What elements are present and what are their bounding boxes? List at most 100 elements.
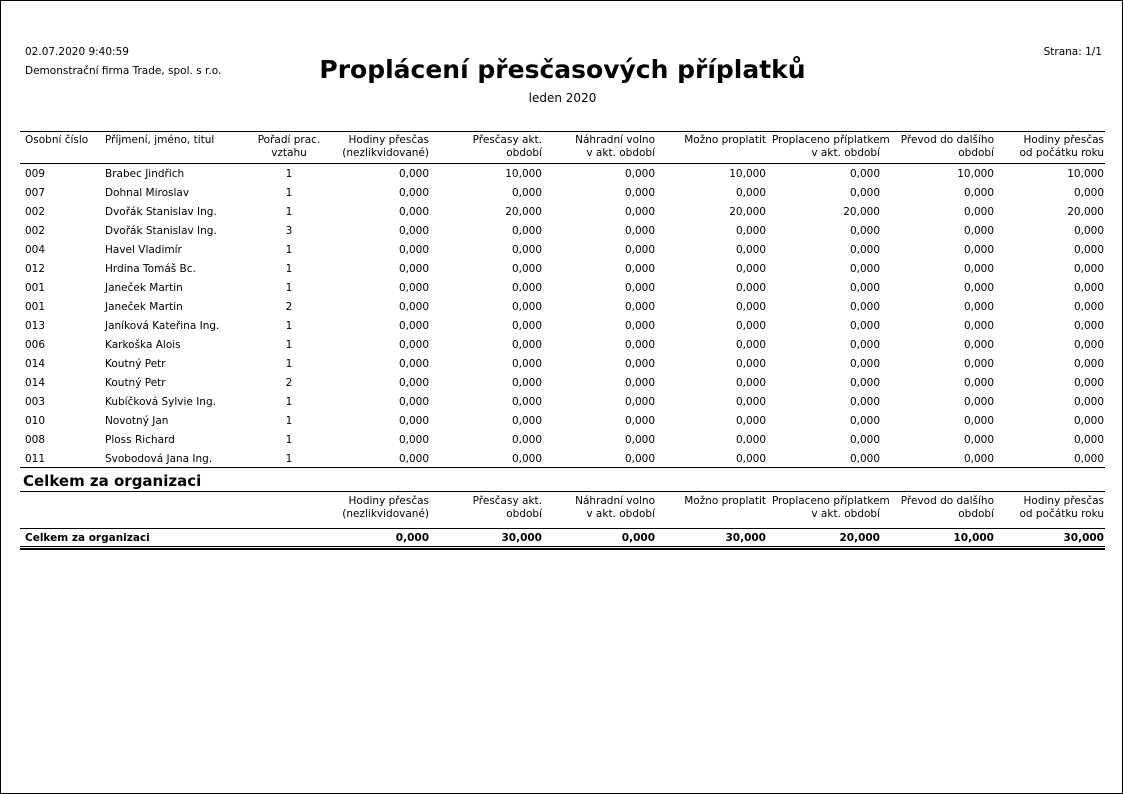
divider [20, 467, 1105, 468]
table-cell: 0,000 [963, 282, 994, 294]
total-value: 10,000 [953, 532, 994, 544]
table-cell: 0,000 [849, 339, 880, 351]
table-cell: 0,000 [849, 282, 880, 294]
table-cell: 013 [25, 320, 46, 332]
table-cell: 0,000 [1073, 453, 1104, 465]
col-header-hours: Hodiny přesčas (nezlikvidované) [342, 134, 429, 159]
report-title: Proplácení přesčasových příplatků [319, 55, 806, 84]
table-cell: 0,000 [511, 244, 542, 256]
table-cell: 3 [285, 225, 293, 237]
table-cell: 010 [25, 415, 46, 427]
table-cell: 0,000 [511, 187, 542, 199]
table-cell: Hrdina Tomáš Bc. [105, 263, 196, 275]
table-cell: 0,000 [511, 396, 542, 408]
table-cell: 0,000 [398, 396, 429, 408]
col-header-payable: Možno proplatit [684, 495, 766, 507]
table-cell: 0,000 [624, 415, 655, 427]
print-datetime: 02.07.2020 9:40:59 [25, 46, 129, 58]
table-cell: 1 [285, 396, 293, 408]
table-cell: 0,000 [398, 168, 429, 180]
table-cell: 0,000 [624, 168, 655, 180]
table-cell: 001 [25, 282, 46, 294]
table-cell: Koutný Petr [105, 377, 166, 389]
table-cell: 0,000 [624, 206, 655, 218]
table-cell: 0,000 [624, 358, 655, 370]
table-cell: 0,000 [511, 263, 542, 275]
table-cell: 0,000 [963, 263, 994, 275]
table-cell: 0,000 [398, 339, 429, 351]
table-cell: 0,000 [735, 339, 766, 351]
table-cell: 0,000 [735, 358, 766, 370]
table-cell: Dvořák Stanislav Ing. [105, 206, 217, 218]
col-header-ytd: Hodiny přesčas od počátku roku [1019, 495, 1104, 520]
table-cell: 0,000 [963, 377, 994, 389]
table-row: 001 Janeček Martin 1 0,000 0,000 0,000 0,000 0,… [1, 282, 1122, 296]
table-cell: 0,000 [1073, 396, 1104, 408]
table-cell: 0,000 [624, 377, 655, 389]
table-cell: Janeček Martin [105, 301, 183, 313]
page-number: Strana: 1/1 [1043, 46, 1102, 58]
table-cell: 0,000 [1073, 320, 1104, 332]
col-header-id: Osobní číslo [25, 134, 89, 146]
table-cell: 0,000 [963, 225, 994, 237]
col-header-payable: Možno proplatit [684, 134, 766, 146]
table-cell: 0,000 [624, 187, 655, 199]
table-cell: Karkoška Alois [105, 339, 181, 351]
table-cell: 0,000 [735, 225, 766, 237]
table-cell: 0,000 [624, 339, 655, 351]
table-cell: 003 [25, 396, 46, 408]
table-row: 001 Janeček Martin 2 0,000 0,000 0,000 0,000 0,… [1, 301, 1122, 315]
total-value: 30,000 [1063, 532, 1104, 544]
table-row: 006 Karkoška Alois 1 0,000 0,000 0,000 0,000 0,… [1, 339, 1122, 353]
table-cell: Novotný Jan [105, 415, 169, 427]
table-cell: 0,000 [963, 434, 994, 446]
table-cell: Dohnal Miroslav [105, 187, 190, 199]
table-row: 010 Novotný Jan 1 0,000 0,000 0,000 0,000 0,000… [1, 415, 1122, 429]
table-cell: 10,000 [729, 168, 766, 180]
col-header-transfer: Převod do dalšího období [900, 495, 994, 520]
table-row: 004 Havel Vladimír 1 0,000 0,000 0,000 0,000 0,… [1, 244, 1122, 258]
table-cell: 0,000 [849, 453, 880, 465]
col-header-transfer: Převod do dalšího období [900, 134, 994, 159]
table-cell: 0,000 [1073, 187, 1104, 199]
table-cell: 0,000 [1073, 301, 1104, 313]
table-row: 002 Dvořák Stanislav Ing. 1 0,000 20,000 0,00… [1, 206, 1122, 220]
table-cell: 0,000 [849, 187, 880, 199]
table-cell: 011 [25, 453, 46, 465]
table-cell: 1 [285, 244, 293, 256]
table-cell: 2 [285, 377, 293, 389]
table-cell: 014 [25, 377, 46, 389]
table-cell: 0,000 [511, 320, 542, 332]
table-cell: 1 [285, 282, 293, 294]
table-cell: 1 [285, 168, 293, 180]
table-cell: 0,000 [735, 282, 766, 294]
table-cell: 0,000 [1073, 282, 1104, 294]
table-row: 008 Ploss Richard 1 0,000 0,000 0,000 0,000 0,0… [1, 434, 1122, 448]
table-cell: 0,000 [624, 301, 655, 313]
table-cell: 0,000 [1073, 358, 1104, 370]
table-cell: 0,000 [963, 320, 994, 332]
summary-label: Celkem za organizaci [25, 532, 150, 544]
table-cell: 0,000 [398, 263, 429, 275]
table-cell: 20,000 [729, 206, 766, 218]
table-cell: 0,000 [624, 320, 655, 332]
table-cell: 0,000 [624, 282, 655, 294]
col-header-order: Pořadí prac. vztahu [257, 134, 321, 159]
table-cell: 0,000 [849, 434, 880, 446]
col-header-paid: Proplaceno příplatkem v akt. období [772, 495, 890, 520]
table-cell: 2 [285, 301, 293, 313]
table-cell: 0,000 [398, 377, 429, 389]
table-cell: 10,000 [505, 168, 542, 180]
table-cell: 1 [285, 339, 293, 351]
table-cell: 0,000 [963, 301, 994, 313]
table-cell: 10,000 [957, 168, 994, 180]
table-cell: 0,000 [398, 320, 429, 332]
table-cell: 004 [25, 244, 46, 256]
table-cell: 0,000 [849, 415, 880, 427]
table-cell: 009 [25, 168, 46, 180]
table-cell: 0,000 [624, 225, 655, 237]
table-cell: 0,000 [735, 453, 766, 465]
table-cell: 0,000 [398, 358, 429, 370]
table-cell: 0,000 [735, 301, 766, 313]
